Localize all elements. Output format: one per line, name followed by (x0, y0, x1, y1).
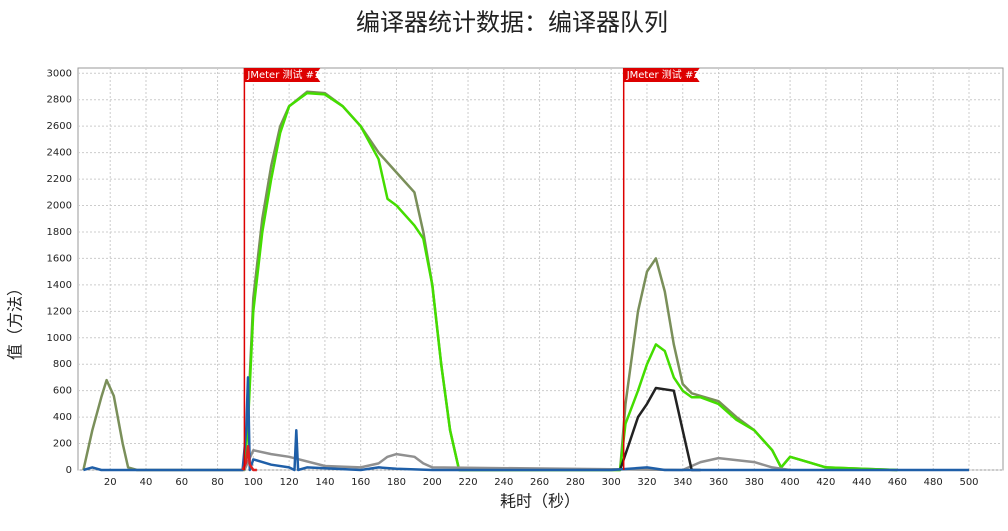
annotation-flag (244, 68, 321, 82)
x-tick-label: 140 (315, 477, 334, 488)
series-line (243, 91, 898, 472)
x-tick-label: 500 (959, 477, 978, 488)
x-tick-label: 380 (745, 477, 764, 488)
y-tick-label: 400 (53, 412, 72, 423)
x-tick-label: 480 (924, 477, 943, 488)
annotation-label: JMeter 测试 #1 (246, 68, 320, 81)
y-tick-label: 2400 (47, 148, 72, 159)
x-tick-label: 300 (602, 477, 621, 488)
x-tick-label: 180 (387, 477, 406, 488)
y-axis-label: 值（方法） (6, 280, 25, 360)
x-tick-label: 440 (852, 477, 871, 488)
x-tick-label: 60 (175, 477, 188, 488)
series-line (83, 376, 969, 472)
x-tick-label: 40 (140, 477, 153, 488)
series-line (618, 386, 701, 472)
x-tick-label: 160 (351, 477, 370, 488)
x-tick-label: 340 (673, 477, 692, 488)
x-tick-label: 80 (211, 477, 224, 488)
y-tick-label: 600 (53, 386, 72, 397)
y-tick-label: 1400 (47, 280, 72, 291)
x-tick-label: 240 (494, 477, 513, 488)
plot-frame (77, 67, 1004, 471)
chart-title: 编译器统计数据：编译器队列 (356, 9, 668, 37)
series-line (82, 90, 898, 472)
annotation-flag (623, 68, 700, 82)
x-axis-label: 耗时（秒） (500, 492, 580, 511)
y-tick-label: 3000 (47, 68, 72, 79)
x-tick-label: 20 (104, 477, 117, 488)
y-tick-label: 200 (53, 439, 72, 450)
x-tick-label: 280 (566, 477, 585, 488)
y-tick-label: 2000 (47, 201, 72, 212)
y-tick-label: 1600 (47, 253, 72, 264)
x-tick-label: 460 (888, 477, 907, 488)
x-tick-label: 260 (530, 477, 549, 488)
y-tick-label: 800 (53, 359, 72, 370)
x-tick-label: 220 (458, 477, 477, 488)
y-tick-label: 2200 (47, 174, 72, 185)
y-tick-label: 2600 (47, 121, 72, 132)
y-tick-label: 2800 (47, 95, 72, 106)
x-tick-label: 120 (280, 477, 299, 488)
x-tick-label: 200 (423, 477, 442, 488)
y-tick-label: 0 (66, 465, 72, 476)
series-line (241, 444, 257, 472)
y-tick-label: 1200 (47, 306, 72, 317)
series-line (243, 448, 791, 472)
x-tick-label: 100 (244, 477, 263, 488)
x-tick-label: 320 (637, 477, 656, 488)
x-tick-label: 400 (781, 477, 800, 488)
y-tick-label: 1800 (47, 227, 72, 238)
annotation-label: JMeter 测试 #2 (626, 68, 700, 81)
x-tick-label: 420 (816, 477, 835, 488)
x-tick-label: 360 (709, 477, 728, 488)
y-tick-label: 1000 (47, 333, 72, 344)
